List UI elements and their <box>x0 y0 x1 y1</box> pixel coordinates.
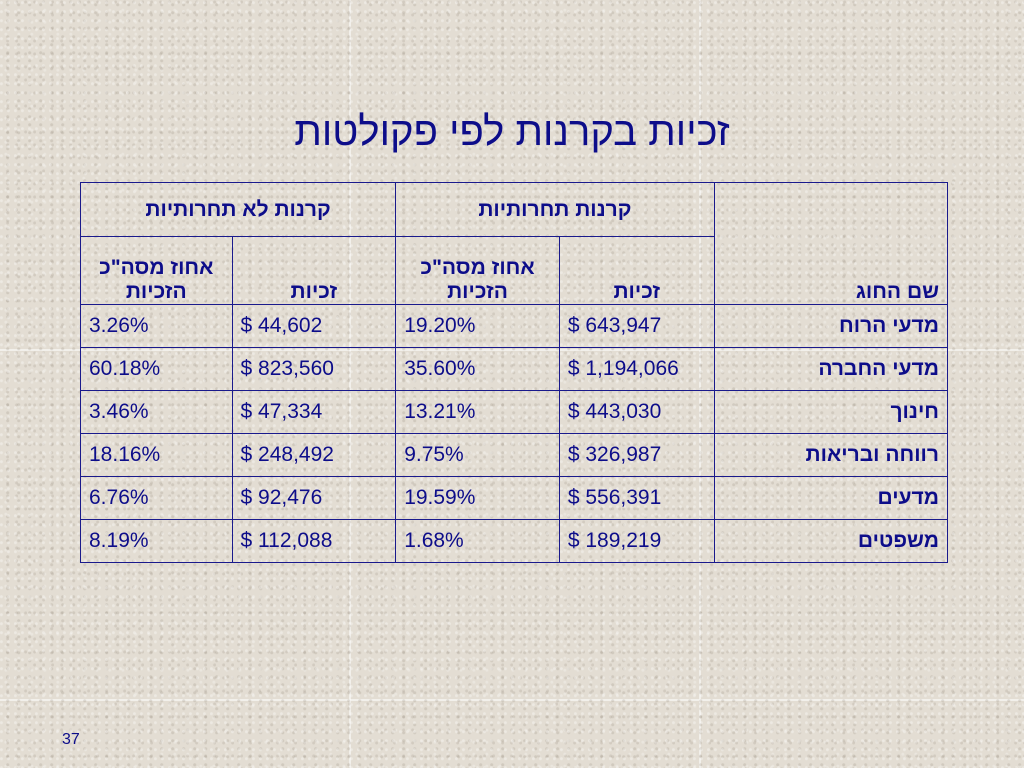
competitive-percent-value: 35.60% <box>395 347 560 391</box>
department-name: רווחה ובריאות <box>713 433 949 477</box>
table-row: מדעים $ 556,391 19.59% $ 92,476 6.76% <box>80 476 949 520</box>
faculty-winnings-table: שם החוג קרנות תחרותיות קרנות לא תחרותיות… <box>79 182 949 563</box>
table-row: מדעי הרוח $ 643,947 19.20% $ 44,602 3.26… <box>80 304 949 348</box>
header-percent-line2: הזכיות <box>125 279 187 303</box>
competitive-percent-value: 19.20% <box>395 304 560 348</box>
non-competitive-percent-value: 3.46% <box>80 390 233 434</box>
header-percent-line1: אחוז מסה"כ <box>420 255 535 279</box>
table-row: מדעי החברה $ 1,194,066 35.60% $ 823,560 … <box>80 347 949 391</box>
header-competitive-percent: אחוז מסה"כ הזכיות <box>395 236 560 305</box>
competitive-winnings-value: $ 189,219 <box>558 519 715 563</box>
header-non-competitive-winnings: זכיות <box>231 236 397 305</box>
competitive-winnings-value: $ 443,030 <box>558 390 715 434</box>
header-percent-line1: אחוז מסה"כ <box>99 255 214 279</box>
department-name: משפטים <box>713 519 949 563</box>
department-name: מדעי הרוח <box>713 304 949 348</box>
non-competitive-percent-value: 60.18% <box>80 347 233 391</box>
header-non-competitive-percent: אחוז מסה"כ הזכיות <box>80 236 233 305</box>
non-competitive-winnings-value: $ 823,560 <box>231 347 397 391</box>
non-competitive-winnings-value: $ 248,492 <box>231 433 397 477</box>
non-competitive-winnings-value: $ 112,088 <box>231 519 397 563</box>
competitive-winnings-value: $ 556,391 <box>558 476 715 520</box>
non-competitive-percent-value: 18.16% <box>80 433 233 477</box>
competitive-winnings-value: $ 643,947 <box>558 304 715 348</box>
non-competitive-winnings-value: $ 47,334 <box>231 390 397 434</box>
non-competitive-winnings-value: $ 44,602 <box>231 304 397 348</box>
table-row: חינוך $ 443,030 13.21% $ 47,334 3.46% <box>80 390 949 434</box>
header-department: שם החוג <box>713 182 949 305</box>
competitive-winnings-value: $ 326,987 <box>558 433 715 477</box>
competitive-percent-value: 9.75% <box>395 433 560 477</box>
non-competitive-percent-value: 8.19% <box>80 519 233 563</box>
page-number: 37 <box>62 731 80 748</box>
header-non-competitive-funds: קרנות לא תחרותיות <box>79 182 397 237</box>
competitive-winnings-value: $ 1,194,066 <box>558 347 715 391</box>
slide-title: זכיות בקרנות לפי פקולטות <box>294 110 730 154</box>
table-row: משפטים $ 189,219 1.68% $ 112,088 8.19% <box>80 519 949 563</box>
non-competitive-percent-value: 3.26% <box>80 304 233 348</box>
non-competitive-winnings-value: $ 92,476 <box>231 476 397 520</box>
table-row: רווחה ובריאות $ 326,987 9.75% $ 248,492 … <box>80 433 949 477</box>
department-name: מדעי החברה <box>713 347 949 391</box>
competitive-percent-value: 1.68% <box>395 519 560 563</box>
department-name: מדעים <box>713 476 949 520</box>
header-competitive-winnings: זכיות <box>558 236 715 305</box>
header-percent-line2: הזכיות <box>447 279 508 303</box>
header-competitive-funds: קרנות תחרותיות <box>395 182 715 237</box>
competitive-percent-value: 19.59% <box>395 476 560 520</box>
non-competitive-percent-value: 6.76% <box>80 476 233 520</box>
competitive-percent-value: 13.21% <box>395 390 560 434</box>
department-name: חינוך <box>713 390 949 434</box>
